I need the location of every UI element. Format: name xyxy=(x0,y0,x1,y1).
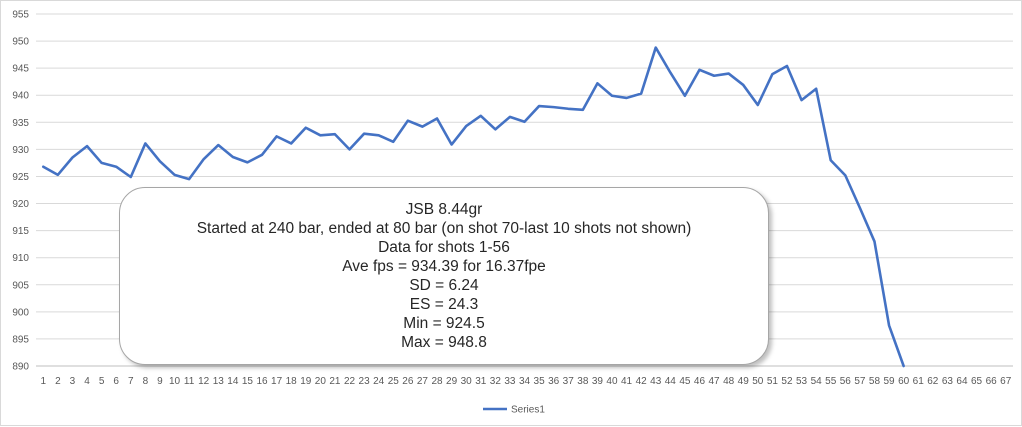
y-tick-label: 930 xyxy=(12,145,29,156)
y-tick-label: 905 xyxy=(12,280,29,291)
series-layer xyxy=(41,46,905,368)
x-tick-label: 6 xyxy=(113,376,119,387)
x-tick-label: 31 xyxy=(475,376,487,387)
x-tick-label: 47 xyxy=(709,376,721,387)
x-tick-label: 52 xyxy=(781,376,793,387)
x-tick-label: 15 xyxy=(242,376,254,387)
x-tick-label: 32 xyxy=(490,376,502,387)
x-tick-label: 55 xyxy=(825,376,837,387)
x-tick-label: 24 xyxy=(373,376,385,387)
x-tick-label: 44 xyxy=(665,376,677,387)
x-tick-label: 4 xyxy=(84,376,90,387)
x-tick-label: 41 xyxy=(621,376,633,387)
x-tick-label: 27 xyxy=(417,376,429,387)
x-tick-label: 18 xyxy=(286,376,298,387)
x-tick-label: 7 xyxy=(128,376,134,387)
y-tick-label: 895 xyxy=(12,334,29,345)
x-tick-label: 25 xyxy=(388,376,400,387)
annotation-line: Ave fps = 934.39 for 16.37fpe xyxy=(342,258,546,275)
x-tick-label: 61 xyxy=(913,376,925,387)
annotation-line: Started at 240 bar, ended at 80 bar (on … xyxy=(196,220,692,237)
x-tick-label: 66 xyxy=(986,376,998,387)
x-tick-label: 23 xyxy=(359,376,371,387)
x-tick-label: 50 xyxy=(752,376,764,387)
y-tick-label: 925 xyxy=(12,172,29,183)
y-tick-label: 920 xyxy=(12,199,29,210)
x-tick-label: 64 xyxy=(956,376,968,387)
x-tick-label: 57 xyxy=(854,376,866,387)
x-tick-label: 36 xyxy=(548,376,560,387)
annotation-line: Max = 948.8 xyxy=(401,334,487,351)
x-tick-label: 67 xyxy=(1000,376,1012,387)
x-axis-ticks: 1 2 3 4 5 6 7 8 9 10 11 12 13 14 15 16 17 18 19 20 21 22 23 24 2… xyxy=(41,376,1012,387)
legend-label: Series1 xyxy=(511,405,545,416)
x-tick-label: 40 xyxy=(606,376,618,387)
x-tick-label: 54 xyxy=(811,376,823,387)
x-tick-label: 39 xyxy=(592,376,604,387)
x-tick-label: 65 xyxy=(971,376,983,387)
x-tick-label: 51 xyxy=(767,376,779,387)
legend: Series1 xyxy=(483,405,545,416)
x-tick-label: 49 xyxy=(738,376,750,387)
y-tick-label: 950 xyxy=(12,37,29,48)
y-tick-label: 890 xyxy=(12,362,29,373)
y-tick-label: 915 xyxy=(12,226,29,237)
y-axis-ticks: 890 895 900 905 910 915 920 925 930 935 940 945 950 9… xyxy=(12,10,29,373)
x-tick-label: 20 xyxy=(315,376,327,387)
x-tick-label: 10 xyxy=(169,376,181,387)
x-tick-label: 43 xyxy=(650,376,662,387)
x-tick-label: 11 xyxy=(184,376,195,387)
annotation-line: JSB 8.44gr xyxy=(405,201,483,218)
x-tick-label: 21 xyxy=(329,376,341,387)
x-tick-label: 45 xyxy=(679,376,691,387)
x-tick-label: 19 xyxy=(300,376,312,387)
x-tick-label: 13 xyxy=(213,376,225,387)
annotation-line: Data for shots 1-56 xyxy=(378,239,510,256)
y-tick-label: 955 xyxy=(12,10,29,21)
x-tick-label: 59 xyxy=(883,376,895,387)
x-tick-label: 3 xyxy=(70,376,76,387)
x-tick-label: 56 xyxy=(840,376,852,387)
x-tick-label: 1 xyxy=(41,376,47,387)
x-tick-label: 34 xyxy=(519,376,531,387)
x-tick-label: 48 xyxy=(723,376,735,387)
x-tick-label: 26 xyxy=(402,376,414,387)
x-tick-label: 42 xyxy=(636,376,648,387)
y-tick-label: 945 xyxy=(12,64,29,75)
x-tick-label: 62 xyxy=(927,376,939,387)
x-tick-label: 58 xyxy=(869,376,881,387)
x-tick-label: 60 xyxy=(898,376,910,387)
y-tick-label: 900 xyxy=(12,307,29,318)
x-tick-label: 8 xyxy=(143,376,149,387)
x-tick-label: 46 xyxy=(694,376,706,387)
annotation-callout: JSB 8.44gr Started at 240 bar, ended at … xyxy=(119,187,769,365)
x-tick-label: 14 xyxy=(227,376,239,387)
x-tick-label: 35 xyxy=(534,376,546,387)
x-tick-label: 37 xyxy=(563,376,575,387)
x-tick-label: 29 xyxy=(446,376,458,387)
x-tick-label: 63 xyxy=(942,376,954,387)
x-tick-label: 30 xyxy=(461,376,473,387)
x-tick-label: 5 xyxy=(99,376,105,387)
x-tick-label: 38 xyxy=(577,376,589,387)
x-tick-label: 2 xyxy=(55,376,61,387)
x-tick-label: 12 xyxy=(198,376,210,387)
x-tick-label: 33 xyxy=(504,376,516,387)
x-tick-label: 22 xyxy=(344,376,356,387)
annotation-line: ES = 24.3 xyxy=(409,296,479,313)
x-tick-label: 9 xyxy=(157,376,163,387)
x-tick-label: 28 xyxy=(431,376,443,387)
x-tick-label: 16 xyxy=(256,376,268,387)
series-line xyxy=(41,46,905,368)
y-tick-label: 910 xyxy=(12,253,29,264)
x-tick-label: 17 xyxy=(271,376,283,387)
y-tick-label: 935 xyxy=(12,118,29,129)
y-tick-label: 940 xyxy=(12,91,29,102)
annotation-line: Min = 924.5 xyxy=(403,315,485,332)
x-tick-label: 53 xyxy=(796,376,808,387)
annotation-line: SD = 6.24 xyxy=(409,277,479,294)
